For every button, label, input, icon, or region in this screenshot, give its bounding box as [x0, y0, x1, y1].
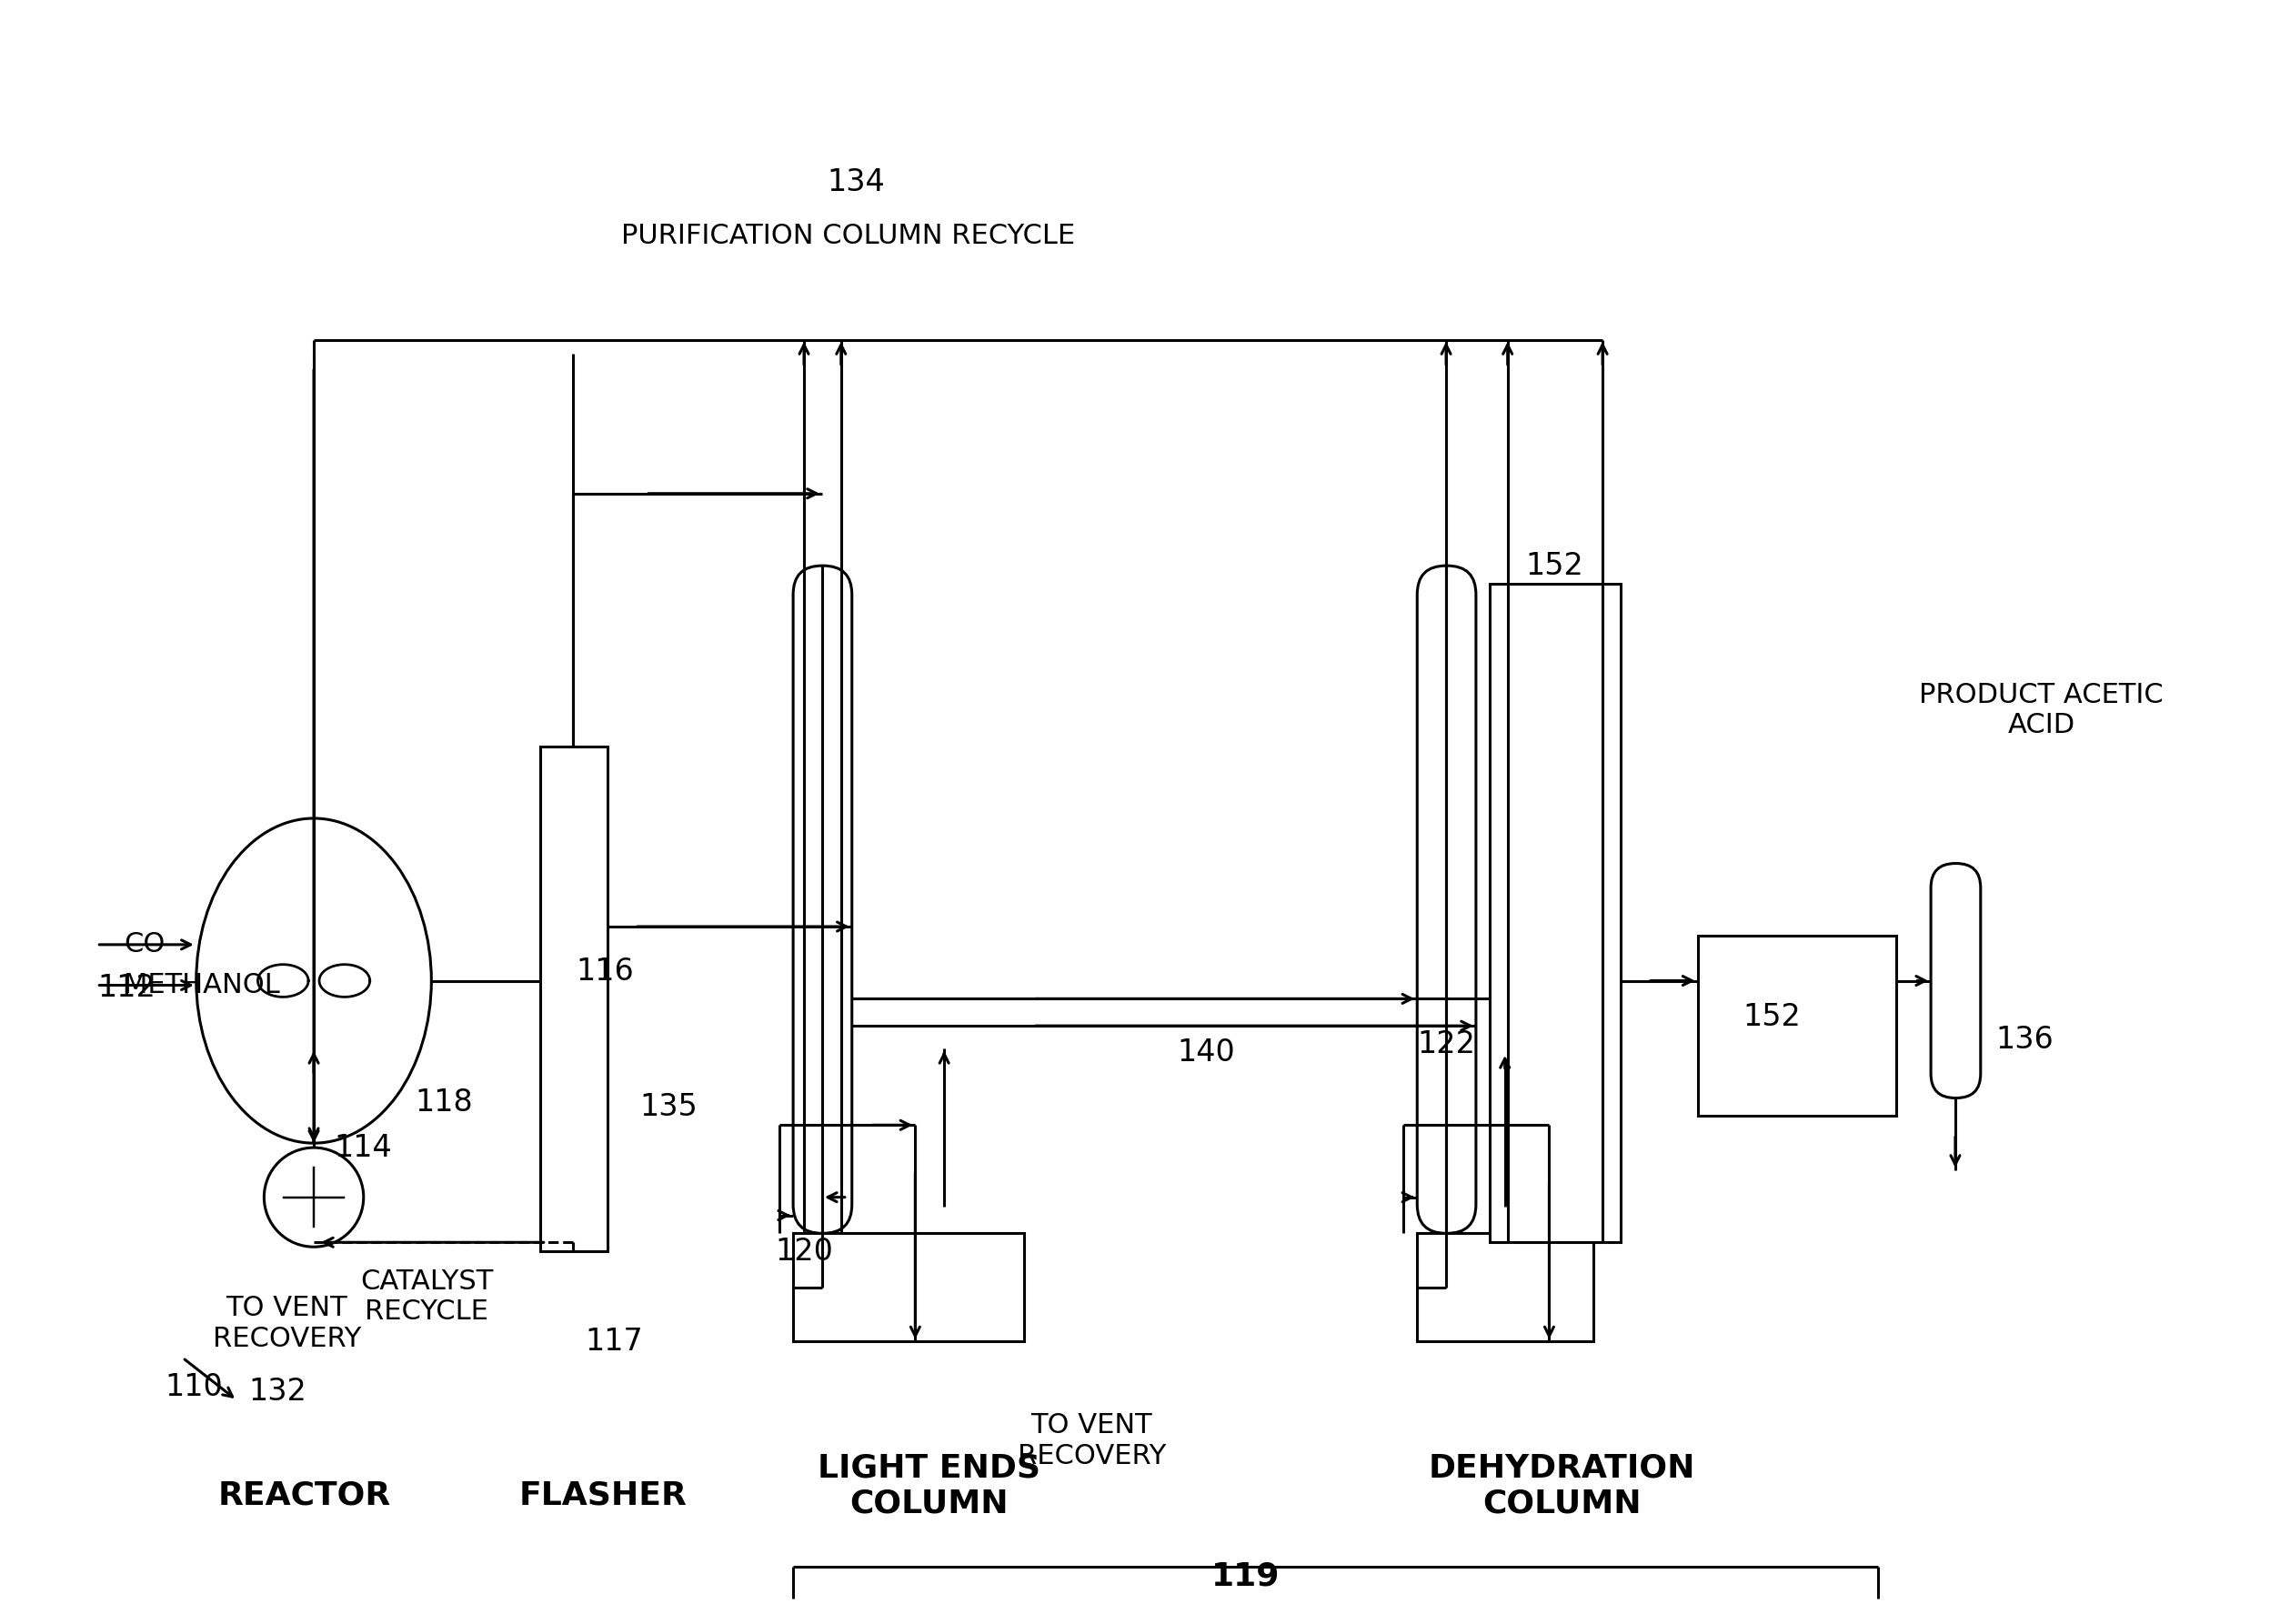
- FancyBboxPatch shape: [1932, 864, 1982, 1098]
- Text: TO VENT
RECOVERY: TO VENT RECOVERY: [1017, 1413, 1167, 1470]
- Bar: [1698, 935, 1895, 1116]
- Text: PURIFICATION COLUMN RECYCLE: PURIFICATION COLUMN RECYCLE: [622, 222, 1076, 250]
- Text: TO VENT
RECOVERY: TO VENT RECOVERY: [213, 1294, 361, 1353]
- Text: 152: 152: [1743, 1002, 1800, 1031]
- Text: 110: 110: [166, 1372, 222, 1402]
- Text: LIGHT ENDS
COLUMN: LIGHT ENDS COLUMN: [817, 1452, 1040, 1520]
- Text: 122: 122: [1416, 1030, 1475, 1059]
- Text: 136: 136: [1995, 1025, 2054, 1054]
- Text: 119: 119: [1210, 1561, 1280, 1592]
- Text: 118: 118: [415, 1088, 472, 1117]
- Bar: [792, 1233, 1024, 1341]
- FancyBboxPatch shape: [1416, 565, 1475, 1233]
- Text: 132: 132: [250, 1376, 306, 1406]
- Circle shape: [263, 1148, 363, 1247]
- Text: CATALYST
RECYCLE: CATALYST RECYCLE: [361, 1268, 493, 1325]
- Text: 152: 152: [1525, 551, 1584, 581]
- Text: PRODUCT ACETIC
ACID: PRODUCT ACETIC ACID: [1918, 682, 2163, 739]
- Text: METHANOL: METHANOL: [125, 973, 279, 999]
- Text: REACTOR: REACTOR: [218, 1479, 390, 1510]
- Text: FLASHER: FLASHER: [520, 1479, 688, 1510]
- Text: CO: CO: [125, 932, 166, 958]
- Text: 112: 112: [98, 973, 157, 1004]
- Text: 116: 116: [577, 957, 633, 987]
- FancyBboxPatch shape: [792, 565, 851, 1233]
- Text: 135: 135: [640, 1091, 697, 1122]
- Text: DEHYDRATION
COLUMN: DEHYDRATION COLUMN: [1428, 1452, 1696, 1520]
- Bar: [1416, 1233, 1594, 1341]
- Text: 134: 134: [829, 167, 885, 197]
- Bar: [540, 745, 608, 1252]
- Ellipse shape: [195, 818, 431, 1143]
- Text: 140: 140: [1178, 1038, 1235, 1069]
- Bar: [1489, 583, 1621, 1242]
- Text: 114: 114: [334, 1132, 393, 1163]
- Text: 117: 117: [586, 1327, 642, 1356]
- Text: 120: 120: [774, 1236, 833, 1267]
